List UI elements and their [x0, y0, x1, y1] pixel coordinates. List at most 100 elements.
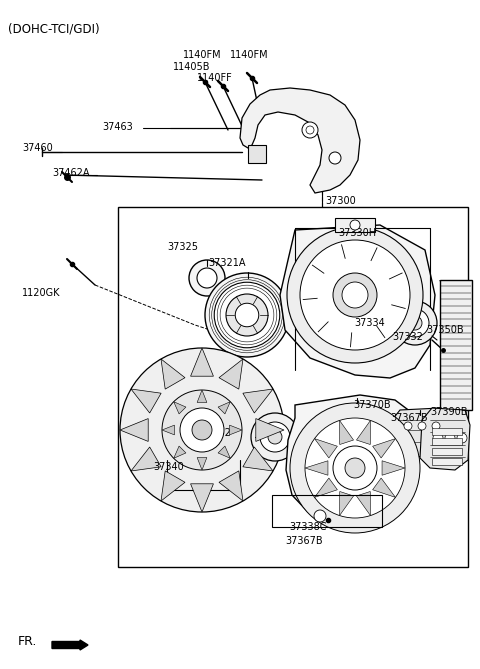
- Polygon shape: [372, 439, 396, 458]
- Text: 37342: 37342: [200, 428, 231, 438]
- Bar: [432, 458, 462, 465]
- Text: 37332: 37332: [392, 332, 423, 342]
- Circle shape: [393, 301, 437, 345]
- Polygon shape: [243, 389, 273, 413]
- Circle shape: [433, 433, 443, 443]
- Text: FR.: FR.: [18, 635, 37, 648]
- Text: 37462A: 37462A: [52, 168, 89, 178]
- Polygon shape: [120, 419, 148, 442]
- Polygon shape: [131, 389, 161, 413]
- Circle shape: [445, 433, 455, 443]
- Text: 37300: 37300: [325, 196, 356, 206]
- Polygon shape: [382, 461, 405, 475]
- Circle shape: [226, 294, 268, 336]
- Text: 1140FM: 1140FM: [183, 50, 222, 60]
- Text: 37334: 37334: [354, 318, 385, 328]
- Circle shape: [333, 446, 377, 490]
- Circle shape: [329, 152, 341, 164]
- Circle shape: [408, 316, 422, 330]
- Polygon shape: [240, 88, 360, 193]
- Polygon shape: [286, 395, 420, 522]
- Circle shape: [189, 260, 225, 296]
- Bar: [272, 495, 382, 527]
- Circle shape: [192, 420, 212, 440]
- Text: 1140FF: 1140FF: [197, 73, 233, 83]
- Circle shape: [197, 268, 217, 288]
- Polygon shape: [197, 458, 207, 470]
- Bar: [335, 218, 375, 232]
- Text: 37460: 37460: [22, 143, 53, 153]
- Circle shape: [306, 126, 314, 134]
- Text: 37367B: 37367B: [390, 413, 428, 423]
- Polygon shape: [229, 425, 242, 435]
- Circle shape: [180, 408, 224, 452]
- Polygon shape: [219, 471, 243, 501]
- Circle shape: [260, 422, 290, 452]
- Circle shape: [432, 422, 440, 430]
- Text: 37338C: 37338C: [289, 522, 326, 532]
- Polygon shape: [197, 390, 207, 403]
- Circle shape: [205, 273, 289, 357]
- Polygon shape: [314, 478, 337, 497]
- Polygon shape: [218, 446, 230, 458]
- Text: 37463: 37463: [102, 122, 133, 132]
- Circle shape: [287, 227, 423, 363]
- Bar: [432, 448, 462, 455]
- Circle shape: [120, 348, 284, 512]
- Circle shape: [314, 510, 326, 522]
- Bar: [118, 207, 468, 567]
- Text: 37325: 37325: [167, 242, 198, 252]
- Polygon shape: [162, 425, 174, 435]
- Bar: [440, 280, 472, 410]
- Polygon shape: [218, 401, 230, 414]
- FancyArrow shape: [52, 640, 88, 650]
- Text: 37330H: 37330H: [338, 228, 376, 238]
- Polygon shape: [339, 420, 354, 444]
- Circle shape: [401, 309, 429, 337]
- Circle shape: [342, 282, 368, 308]
- Circle shape: [214, 282, 280, 348]
- Polygon shape: [357, 492, 371, 516]
- Polygon shape: [280, 225, 435, 378]
- Polygon shape: [339, 492, 354, 516]
- Circle shape: [302, 122, 318, 138]
- Text: 11405B: 11405B: [173, 62, 211, 72]
- Text: 37321A: 37321A: [208, 258, 245, 268]
- Polygon shape: [372, 478, 396, 497]
- Polygon shape: [161, 359, 185, 389]
- Circle shape: [418, 422, 426, 430]
- Polygon shape: [305, 461, 328, 475]
- Text: 1120GK: 1120GK: [22, 288, 60, 298]
- Polygon shape: [420, 408, 470, 470]
- Circle shape: [404, 422, 412, 430]
- Circle shape: [345, 458, 365, 478]
- Polygon shape: [191, 484, 214, 512]
- Polygon shape: [314, 439, 337, 458]
- Text: 37367B: 37367B: [285, 536, 323, 546]
- Text: 37370B: 37370B: [353, 400, 391, 410]
- Text: 37350B: 37350B: [426, 325, 464, 335]
- Bar: [432, 438, 462, 445]
- Text: 37390B: 37390B: [430, 407, 468, 417]
- Polygon shape: [219, 359, 243, 389]
- Circle shape: [235, 303, 259, 326]
- Circle shape: [305, 418, 405, 518]
- Polygon shape: [357, 420, 371, 444]
- Circle shape: [457, 433, 467, 443]
- Text: 1140FM: 1140FM: [230, 50, 269, 60]
- Text: 37340: 37340: [153, 462, 184, 472]
- Polygon shape: [243, 447, 273, 471]
- Circle shape: [290, 403, 420, 533]
- Polygon shape: [191, 348, 214, 376]
- Polygon shape: [174, 401, 186, 414]
- Circle shape: [268, 430, 282, 444]
- Circle shape: [300, 240, 410, 350]
- Polygon shape: [161, 471, 185, 501]
- Bar: [432, 428, 462, 435]
- Circle shape: [162, 390, 242, 470]
- Text: (DOHC-TCI/GDI): (DOHC-TCI/GDI): [8, 22, 100, 35]
- Circle shape: [251, 413, 299, 461]
- Polygon shape: [131, 447, 161, 471]
- Circle shape: [333, 273, 377, 317]
- Polygon shape: [256, 419, 284, 442]
